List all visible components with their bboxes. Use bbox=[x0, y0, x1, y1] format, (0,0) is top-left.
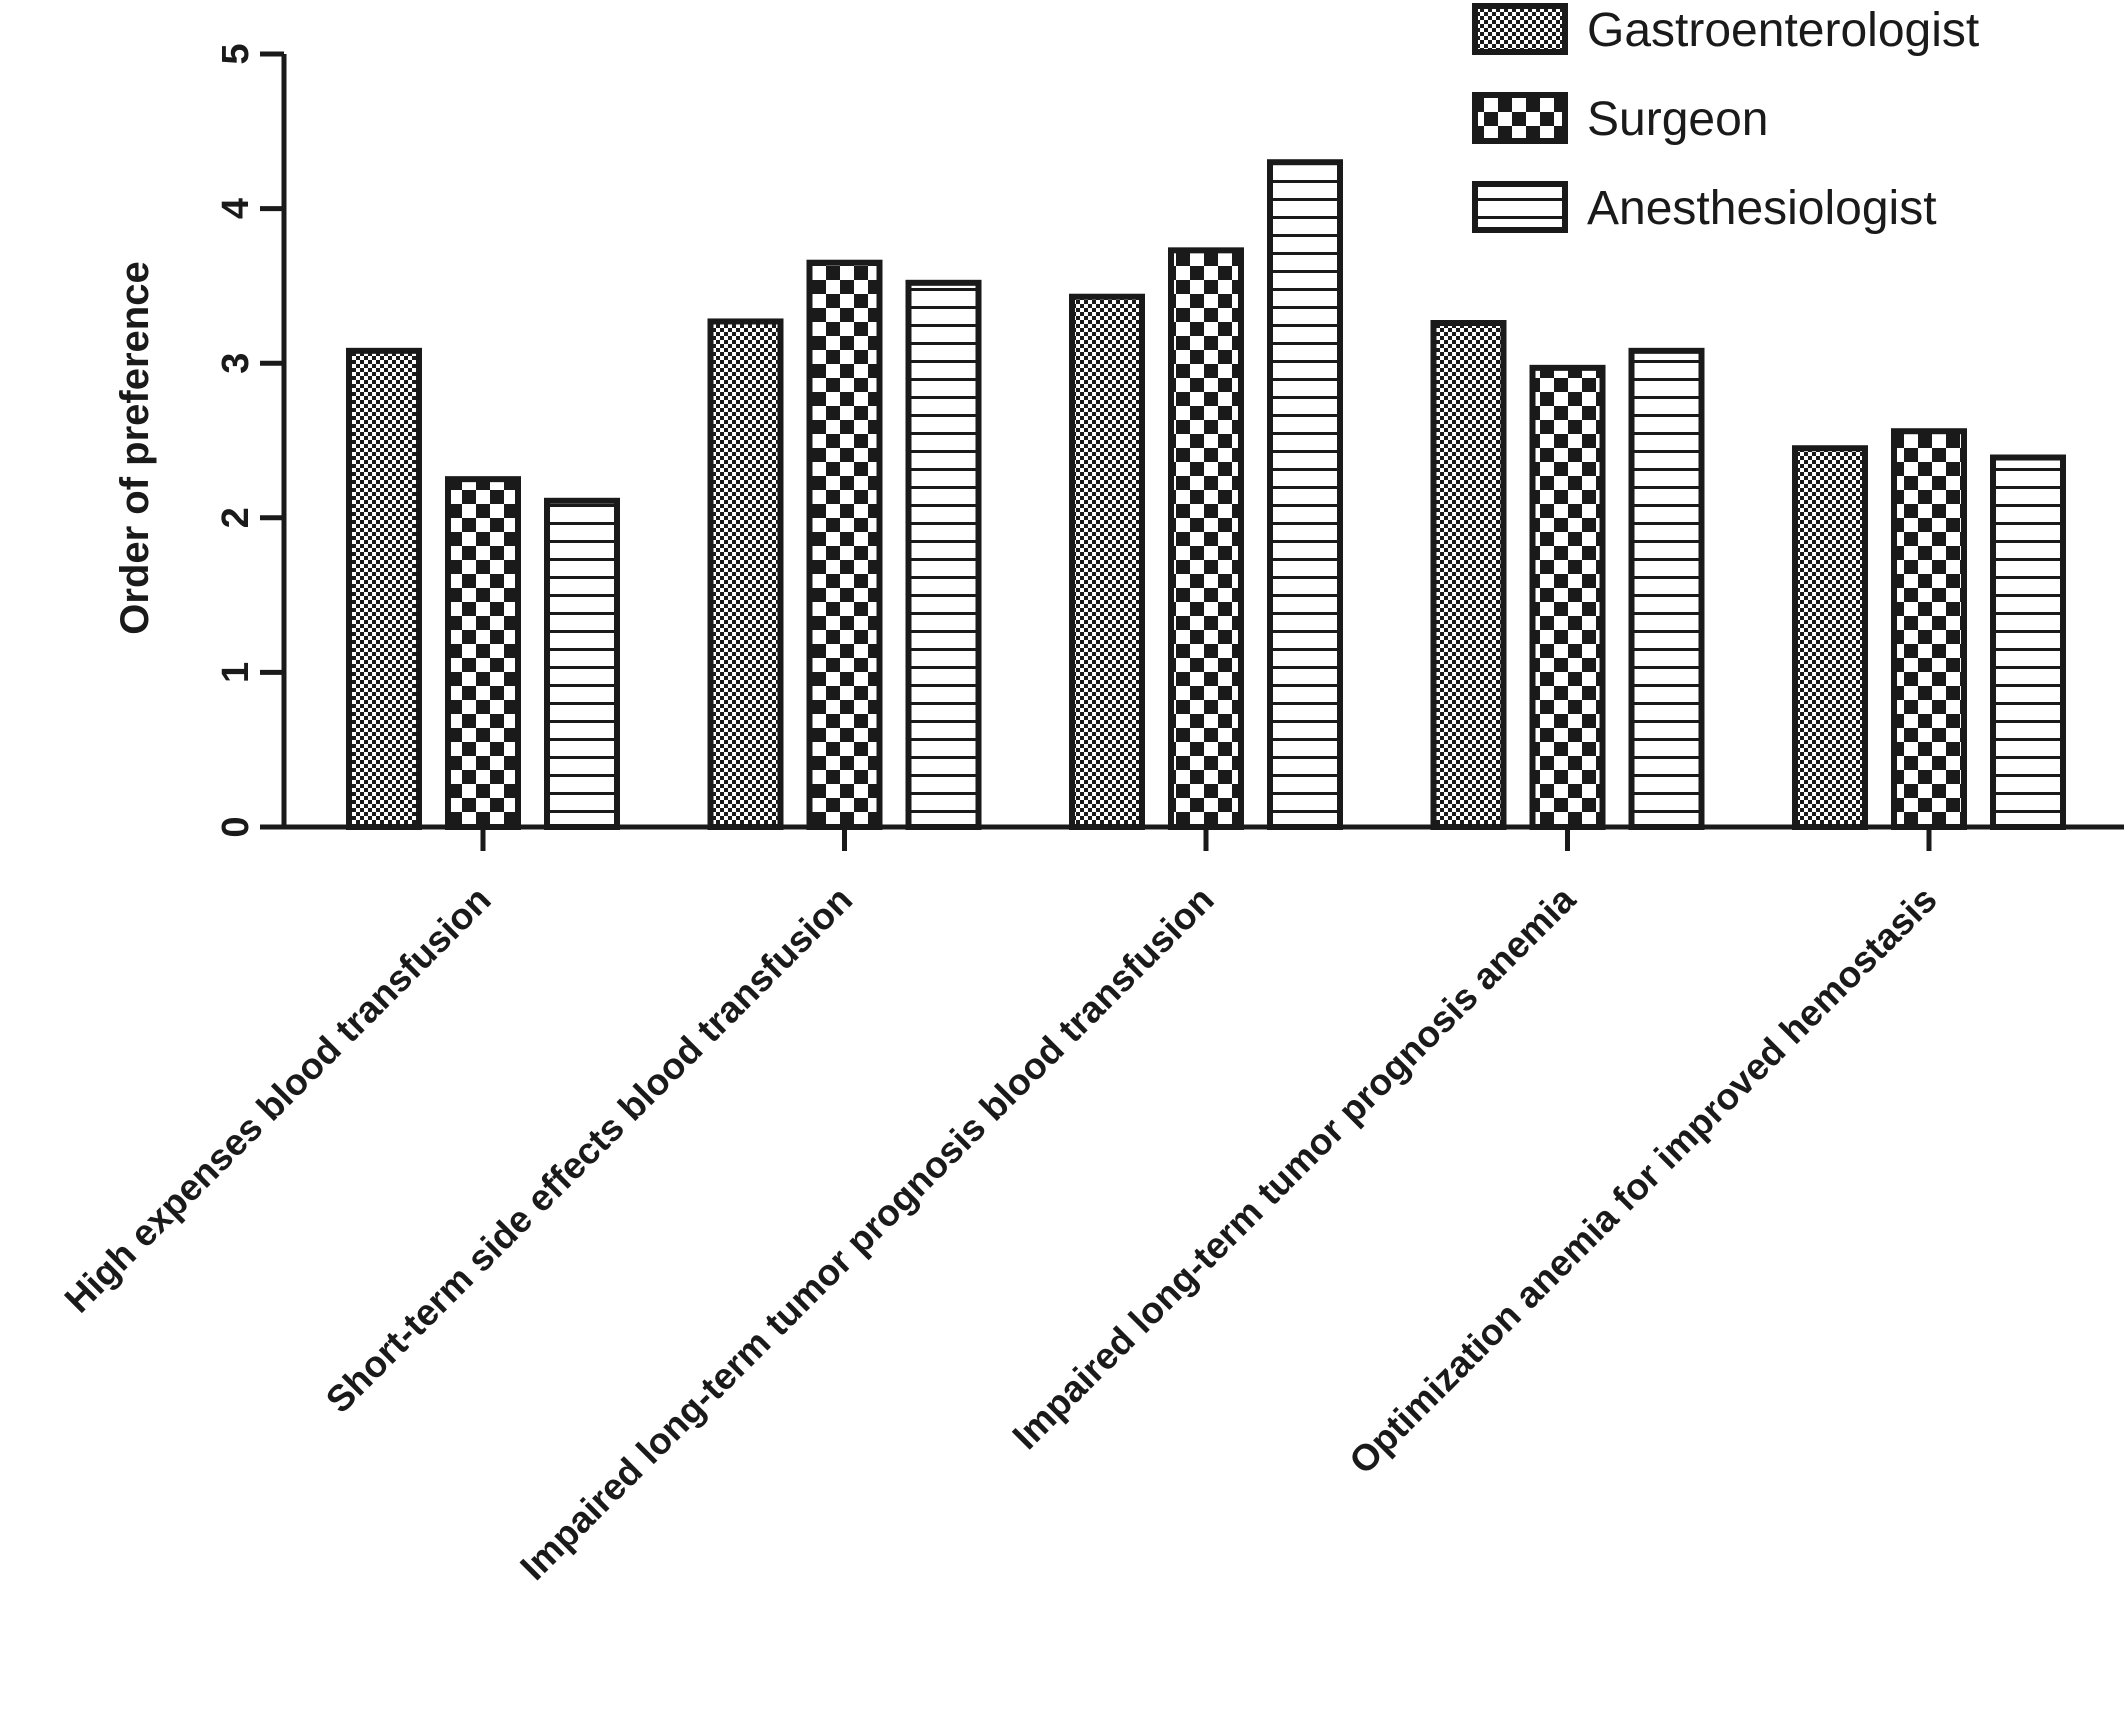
y-tick-label: 2 bbox=[215, 507, 257, 528]
bar bbox=[1168, 247, 1244, 831]
bar bbox=[346, 347, 422, 830]
x-tick-label: Impaired long-term tumor prognosis anemi… bbox=[1005, 878, 1584, 1457]
category-labels: High expenses blood transfusionShort-ter… bbox=[57, 878, 1945, 1588]
bar bbox=[1529, 364, 1606, 830]
bar-group bbox=[346, 347, 620, 830]
bar-group bbox=[707, 259, 982, 831]
bar-group bbox=[1069, 159, 1343, 831]
bar bbox=[1267, 159, 1343, 831]
y-tick-label: 5 bbox=[215, 43, 257, 64]
bar bbox=[1990, 454, 2066, 830]
bar bbox=[1792, 445, 1868, 830]
y-tick-label: 0 bbox=[215, 816, 257, 837]
legend-label: Gastroenterologist bbox=[1587, 4, 1979, 57]
y-tick-label: 3 bbox=[215, 353, 257, 374]
legend-label: Anesthesiologist bbox=[1587, 182, 1937, 235]
x-axis bbox=[284, 824, 2124, 851]
legend: Gastroenterologist Surgeon Anesthesiologis… bbox=[1472, 3, 1979, 235]
y-tick-label: 1 bbox=[215, 662, 257, 683]
legend-label: Surgeon bbox=[1587, 93, 1768, 146]
bar bbox=[1891, 428, 1967, 830]
y-axis: 0 1 2 3 4 5 bbox=[215, 43, 287, 838]
bar-group bbox=[1792, 428, 2066, 830]
bar bbox=[806, 259, 883, 830]
bar bbox=[905, 279, 982, 831]
bar-groups bbox=[346, 159, 2066, 831]
bar bbox=[445, 476, 521, 830]
bar bbox=[1430, 320, 1507, 830]
bar bbox=[707, 318, 784, 830]
legend-swatch bbox=[1472, 3, 1568, 55]
bar-group bbox=[1430, 320, 1705, 830]
x-tick-label: Optimization anemia for improved hemosta… bbox=[1341, 879, 1944, 1482]
bar bbox=[1628, 347, 1705, 830]
bar bbox=[1069, 293, 1145, 830]
y-tick-label: 4 bbox=[215, 198, 257, 219]
legend-swatch bbox=[1472, 92, 1568, 144]
y-axis-title: Order of preference bbox=[113, 261, 157, 634]
x-tick-label: Impaired long-term tumor prognosis blood… bbox=[512, 879, 1221, 1588]
legend-swatch bbox=[1472, 181, 1568, 233]
bar bbox=[544, 497, 620, 830]
x-tick-label: High expenses blood transfusion bbox=[57, 879, 499, 1321]
